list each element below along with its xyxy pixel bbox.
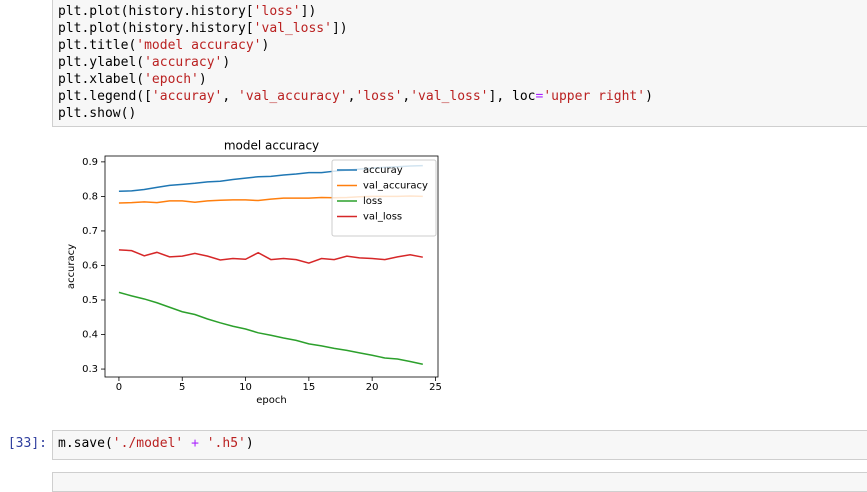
y-tick-label: 0.7 [82, 226, 98, 237]
legend-label: loss [363, 196, 382, 207]
code-line: m.save('./model' + '.h5') [58, 436, 254, 451]
y-tick-label: 0.3 [82, 364, 98, 375]
code-line: plt.title('model accuracy') [58, 38, 270, 53]
code-line: plt.plot(history.history['loss']) [58, 4, 317, 19]
legend-label: accuray [363, 165, 403, 176]
y-tick-label: 0.5 [82, 295, 98, 306]
legend-label: val_accuracy [363, 181, 428, 192]
code-line: plt.xlabel('epoch') [58, 72, 207, 87]
x-axis-label: epoch [256, 395, 286, 406]
code-cell[interactable] [52, 0, 867, 127]
y-tick-label: 0.6 [82, 260, 98, 271]
chart: model accuracy epoch accuracy 0.3 0.4 0.5 0.6 0… [66, 139, 442, 407]
series-line [118, 291, 423, 365]
x-tick-label: 25 [429, 382, 442, 393]
code-cell[interactable] [52, 430, 867, 460]
code-line: plt.plot(history.history['val_loss']) [58, 21, 348, 36]
y-tick-label: 0.8 [82, 191, 98, 202]
x-tick-label: 15 [302, 382, 315, 393]
code-line: plt.ylabel('accuracy') [58, 55, 231, 70]
code-line: plt.legend(['accuray', 'val_accuracy','l… [58, 89, 653, 104]
x-tick-label: 0 [116, 382, 122, 393]
legend-label: val_loss [363, 212, 402, 223]
x-tick-label: 20 [366, 382, 379, 393]
code-cell[interactable] [52, 472, 867, 492]
y-tick-label: 0.4 [82, 330, 98, 341]
code-line: plt.show() [58, 106, 137, 121]
x-tick-label: 5 [179, 382, 185, 393]
cell-prompt: In [33]: [0, 436, 47, 451]
y-axis-label: accuracy [66, 244, 77, 289]
x-tick-label: 10 [239, 382, 252, 393]
legend-box [331, 159, 437, 237]
y-tick-label: 0.9 [82, 157, 98, 168]
chart-title: model accuracy [224, 139, 319, 153]
series-line [118, 249, 423, 264]
